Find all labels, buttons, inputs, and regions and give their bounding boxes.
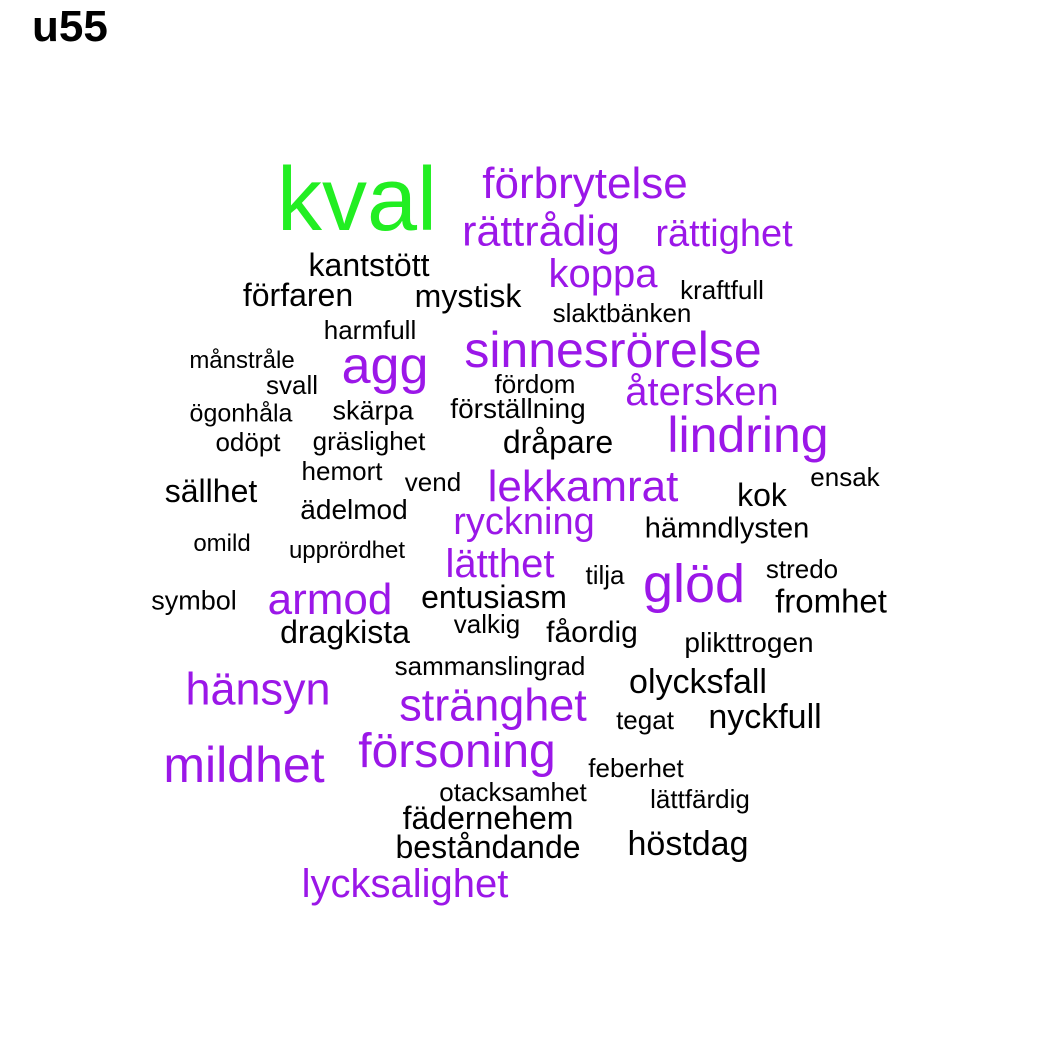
cloud-word-manstrale: månstråle (189, 347, 295, 374)
cloud-word-rattighet: rättighet (655, 213, 793, 255)
cloud-word-kok: kok (737, 477, 787, 513)
cloud-word-forfaren: förfaren (242, 277, 354, 313)
cloud-word-hostdag: höstdag (627, 825, 749, 863)
cloud-word-forstallning: förställning (450, 393, 586, 424)
cloud-word-sinnesrorelse: sinnesrörelse (464, 322, 762, 378)
cloud-word-stranghet: stränghet (399, 679, 587, 731)
cloud-word-adelmod: ädelmod (300, 494, 408, 525)
cloud-word-stredo: stredo (765, 554, 839, 584)
cloud-word-slaktbanken: slaktbänken (552, 298, 692, 328)
cloud-word-fordom: fördom (494, 369, 576, 399)
cloud-word-hansyn: hänsyn (185, 663, 331, 715)
cloud-word-rattradig: rättrådig (462, 207, 620, 256)
cloud-word-symbol: symbol (151, 585, 237, 616)
cloud-word-tilja: tilja (585, 560, 625, 590)
cloud-word-svall: svall (265, 370, 319, 400)
cloud-word-kantstott: kantstött (308, 247, 430, 283)
cloud-word-lycksalighet: lycksalighet (301, 862, 509, 906)
cloud-word-tegat: tegat (616, 705, 674, 735)
cloud-word-valkig: valkig (453, 609, 521, 639)
cloud-word-upprordhet: upprördhet (288, 537, 406, 564)
cloud-word-otacksamhet: otacksamhet (439, 777, 587, 807)
cloud-word-koppa: koppa (548, 252, 658, 296)
cloud-word-graslighet: gräslighet (312, 426, 426, 456)
cloud-word-lekkamrat: lekkamrat (487, 462, 679, 511)
cloud-word-mystisk: mystisk (414, 278, 522, 314)
cloud-word-dragkista: dragkista (280, 614, 410, 650)
cloud-word-omild: omild (193, 530, 251, 557)
cloud-word-entusiasm: entusiasm (421, 579, 567, 615)
cloud-word-hemort: hemort (301, 456, 383, 486)
cloud-word-sammanslingrad: sammanslingrad (394, 651, 586, 681)
page-title: u55 (32, 2, 108, 51)
cloud-word-fadernehem: fädernehem (402, 800, 574, 836)
cloud-word-ogonhala: ögonhåla (189, 399, 293, 428)
cloud-word-atersken: återsken (625, 370, 779, 414)
cloud-word-harmfull: harmfull (323, 315, 417, 345)
cloud-word-latthet: lätthet (445, 542, 555, 586)
cloud-word-forbrytelse: förbrytelse (482, 159, 688, 208)
cloud-word-nyckfull: nyckfull (708, 698, 822, 736)
cloud-word-agg: agg (341, 337, 429, 395)
cloud-word-odopt: odöpt (215, 427, 281, 457)
cloud-word-ensak: ensak (810, 462, 880, 492)
cloud-word-kval: kval (276, 150, 438, 250)
cloud-word-glod: glöd (642, 554, 746, 614)
cloud-word-vend: vend (404, 467, 462, 497)
cloud-word-mildhet: mildhet (163, 737, 325, 793)
cloud-word-hamndlysten: hämndlysten (644, 512, 810, 545)
cloud-word-faordig: fåordig (546, 616, 638, 649)
cloud-word-forsoning: försoning (358, 725, 556, 778)
cloud-word-drapare: dråpare (502, 424, 614, 460)
cloud-word-fromhet: fromhet (775, 582, 887, 620)
cloud-word-olycksfall: olycksfall (629, 663, 767, 701)
cloud-word-lindring: lindring (667, 407, 829, 463)
cloud-word-feberhet: feberhet (588, 753, 684, 783)
cloud-word-bestandande: beståndande (395, 829, 581, 865)
cloud-word-lattfardig: lättfärdig (650, 784, 750, 814)
cloud-word-sallhet: sällhet (164, 473, 258, 509)
cloud-word-plikttrogen: plikttrogen (684, 627, 814, 658)
cloud-word-armod: armod (267, 575, 393, 624)
cloud-word-kraftfull: kraftfull (680, 275, 764, 305)
cloud-word-skarpa: skärpa (332, 395, 414, 426)
cloud-word-ryckning: ryckning (453, 501, 595, 543)
